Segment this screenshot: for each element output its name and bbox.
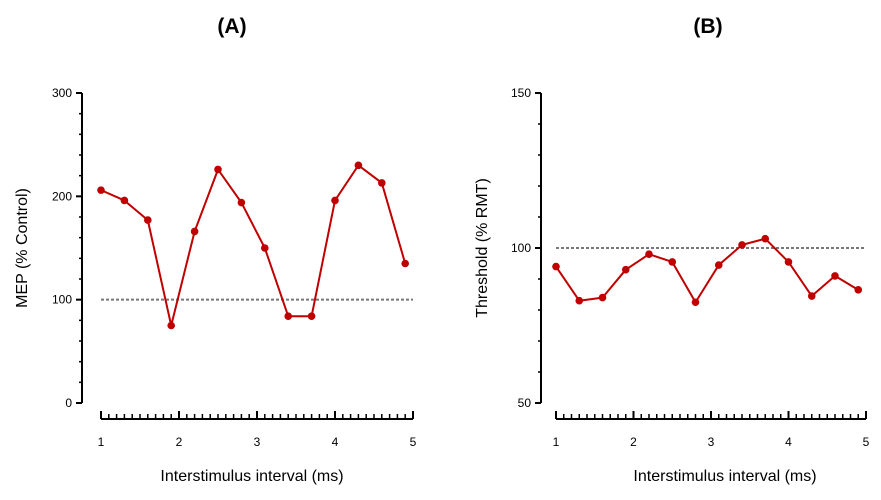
panel-a-data-point (167, 321, 175, 330)
panel-b-data-point (668, 258, 677, 266)
panel-a-series-line (100, 164, 407, 327)
panel-a-data-point (307, 312, 316, 321)
panel-a-data-point (237, 198, 246, 207)
panel-b-data-point (691, 298, 700, 307)
panel-a-data-point (284, 312, 293, 321)
panel-b-x-tick-label: 3 (708, 435, 715, 449)
panel-b-x-tick-label: 4 (785, 435, 792, 449)
panel-a-y-tick-label: 200 (52, 189, 72, 203)
panel-a-data-point (331, 196, 339, 205)
panel-b-data-point (714, 261, 723, 269)
panel-a-y-tick-label: 0 (65, 396, 72, 410)
panel-b-title: (B) (693, 15, 722, 38)
panel-b-data-point (761, 234, 770, 243)
panel-a-x-tick-label: 4 (332, 435, 339, 449)
panel-b-data-point (575, 296, 584, 305)
panel-b-y-tick-label: 150 (511, 86, 531, 100)
panel-a-data-point (97, 186, 105, 194)
panel-b-data-point (738, 241, 746, 249)
panel-a: (A) MEP (% Control) Interstimulus interv… (14, 15, 417, 485)
panel-b-data-point (784, 258, 793, 266)
panel-a-y-axis-label: MEP (% Control) (14, 188, 31, 308)
panel-a-x-tick-label: 5 (410, 435, 417, 449)
panel-a-data-point (190, 227, 199, 236)
panel-a-data-point (261, 244, 269, 252)
panel-b-data-point (645, 250, 653, 258)
panel-b: (B) Threshold (% RMT) Interstimulus inte… (474, 15, 870, 485)
panel-b-data-point (831, 272, 839, 280)
panel-b-y-axis-label: Threshold (% RMT) (474, 178, 491, 318)
panel-b-data-point (598, 293, 607, 302)
panel-a-data-point (214, 165, 222, 174)
panel-a-data-point (401, 259, 410, 268)
panel-b-y-tick-label: 50 (518, 396, 532, 410)
panel-b-x-tick-label: 2 (630, 435, 637, 449)
panel-b-series-line (555, 237, 859, 304)
panel-b-data-point (807, 292, 816, 300)
panel-b-x-axis-label: Interstimulus interval (ms) (633, 468, 816, 485)
panel-a-title: (A) (217, 15, 246, 38)
panel-a-data-point (120, 196, 129, 205)
panel-a-data-point (378, 179, 386, 187)
panel-a-x-tick-label: 1 (98, 435, 105, 449)
panel-b-data-point (552, 262, 560, 271)
panel-b-data-point (621, 265, 630, 274)
panel-a-data-point (144, 216, 152, 224)
panel-a-y-tick-label: 300 (52, 86, 72, 100)
panel-a-x-tick-label: 2 (176, 435, 183, 449)
panel-a-x-axis-label: Interstimulus interval (ms) (160, 468, 343, 485)
panel-b-x-tick-label: 1 (553, 435, 560, 449)
panel-a-data-point (354, 161, 363, 170)
panel-a-x-tick-label: 3 (254, 435, 261, 449)
panel-b-y-tick-label: 100 (511, 241, 531, 255)
panel-a-y-tick-label: 100 (52, 293, 72, 307)
panel-b-x-tick-label: 5 (863, 435, 870, 449)
panel-b-data-point (854, 286, 863, 294)
